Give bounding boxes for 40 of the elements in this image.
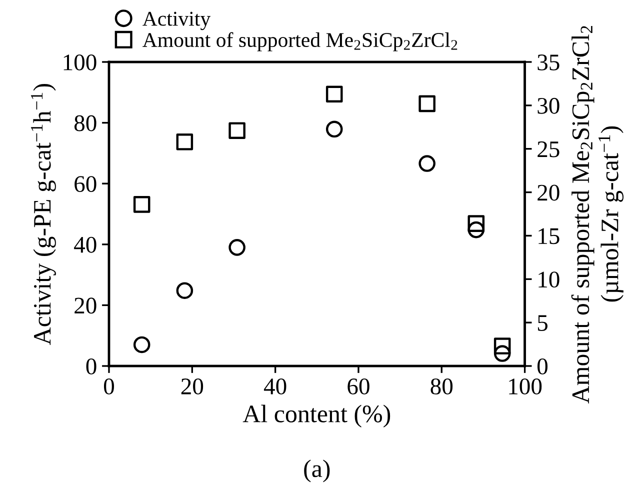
point bbox=[468, 221, 485, 238]
y2-tick-label: 15 bbox=[538, 228, 560, 244]
point bbox=[468, 215, 485, 232]
point bbox=[228, 239, 246, 256]
x-tick-label: 100 bbox=[509, 378, 542, 394]
point bbox=[418, 95, 436, 112]
text: (a) bbox=[304, 460, 330, 482]
point bbox=[176, 282, 194, 299]
x-tick-label: 60 bbox=[348, 378, 370, 394]
y2-tick-label: 5 bbox=[538, 315, 548, 331]
y2-tick-label: 10 bbox=[538, 272, 560, 288]
y2-tick-label: 0 bbox=[537, 358, 548, 374]
x-tick-label: 20 bbox=[181, 378, 204, 394]
y-tick-label: 100 bbox=[64, 54, 96, 70]
text: Amount of supported Me$_{2}$SiCp$_{2}$ZrCl$_{2}$ (µmol-Zr g-cat$^{−1}$) bbox=[571, 26, 624, 404]
y2-tick-label: 25 bbox=[538, 141, 560, 158]
point bbox=[133, 196, 150, 213]
legend-label: Amount of supported Me$_{2}$SiCp$_{2}$ZrCl$_{2}$ bbox=[142, 32, 458, 52]
y-tick-label: 80 bbox=[74, 115, 96, 132]
y-tick-label: 40 bbox=[74, 236, 96, 253]
x-tick-label: 80 bbox=[430, 378, 453, 394]
y-tick-label: 0 bbox=[86, 358, 96, 374]
point bbox=[176, 133, 194, 150]
y2-tick-label: 30 bbox=[538, 98, 560, 114]
x-tick-label: 0 bbox=[104, 378, 114, 394]
point bbox=[494, 338, 511, 354]
legend-label: Activity bbox=[142, 12, 211, 30]
x-tick-label: 40 bbox=[264, 378, 286, 394]
y-axis-title: Activity (g-PE g-cat$^{−1}$h$^{−1}$) bbox=[30, 84, 56, 345]
point bbox=[326, 86, 343, 103]
x-axis-title: Al content (%) bbox=[242, 404, 390, 428]
point bbox=[494, 345, 511, 362]
point bbox=[228, 122, 246, 139]
y2-tick-label: 35 bbox=[538, 54, 560, 70]
y-tick-label: 60 bbox=[74, 176, 96, 192]
y2-tick-label: 20 bbox=[538, 184, 560, 201]
point bbox=[133, 336, 150, 354]
y-tick-label: 20 bbox=[74, 298, 96, 314]
point bbox=[326, 120, 343, 138]
point bbox=[418, 155, 436, 172]
